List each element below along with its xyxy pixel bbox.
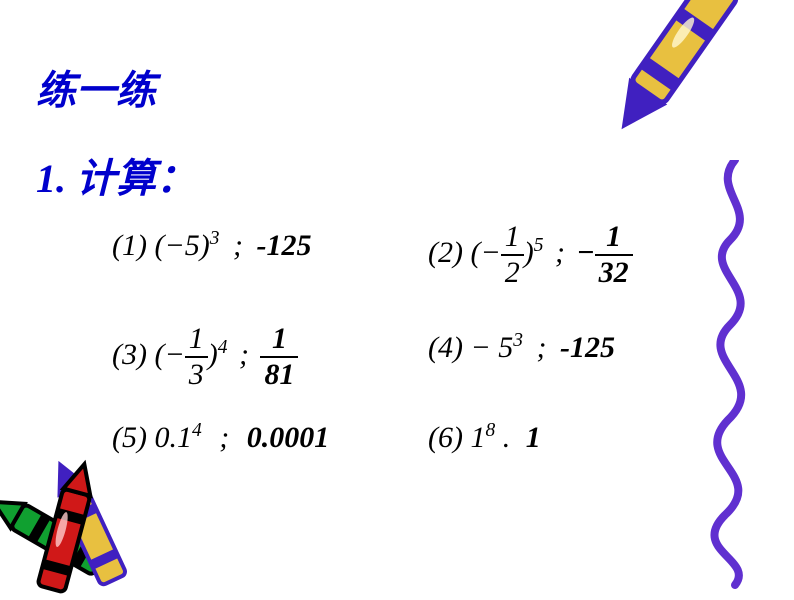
p3-label: (3) [112,338,147,371]
p6-base: 1 [470,421,485,454]
p3-ans-num: 1 [260,324,298,358]
p5-exp: 4 [192,420,202,441]
p4-base: − 5 [470,331,513,364]
p4-exp: 3 [513,330,523,351]
problem-1: (1) (−5)3 ; -125 [112,228,311,263]
p3-answer: 1 81 [260,324,298,390]
p5-answer: 0.0001 [247,421,330,454]
problem-6: (6) 18 . 1 [428,420,541,455]
p3-den: 3 [185,358,208,390]
p5-sep: ; [219,421,229,454]
p3-ans-den: 81 [260,358,298,390]
p2-answer: 1 32 [595,222,633,288]
p2-rparen: ) [524,236,534,269]
p6-answer: 1 [526,421,541,454]
p4-answer: -125 [560,331,615,364]
p3-num: 1 [185,324,208,358]
practice-title: 练一练 [36,58,156,116]
p2-label: (2) [428,236,463,269]
p3-fraction: 1 3 [185,324,208,390]
p2-lparen: (− [470,236,500,269]
p5-base: 0.1 [154,421,192,454]
p6-sep: . [503,421,511,454]
p1-exp: 3 [210,228,220,249]
p2-ans-num: 1 [595,222,633,256]
problem-5: (5) 0.14 ; 0.0001 [112,420,329,455]
problem-4: (4) − 53 ; -125 [428,330,615,365]
p2-sep: ; [555,236,565,269]
compute-title: 1. 计算： [36,146,196,204]
squiggle-icon [680,160,790,590]
p3-lparen: (− [154,338,184,371]
p4-sep: ; [536,331,546,364]
p6-exp: 8 [485,420,495,441]
crayons-bottom-left-icon [0,455,200,600]
p1-base: (−5) [154,229,209,262]
p1-sep: ; [233,229,243,262]
p3-exp: 4 [218,337,228,358]
p5-label: (5) [112,421,147,454]
p2-den: 2 [501,256,524,288]
p3-sep: ; [239,338,249,371]
p4-label: (4) [428,331,463,364]
p2-ans-den: 32 [595,256,633,288]
p2-exp: 5 [534,235,544,256]
problem-2: (2) (− 1 2 )5 ; − 1 32 [428,222,633,288]
p2-sign: − [576,236,594,269]
p2-fraction: 1 2 [501,222,524,288]
p1-answer: -125 [256,229,311,262]
p3-rparen: ) [208,338,218,371]
problem-3: (3) (− 1 3 )4 ; 1 81 [112,324,298,390]
p2-num: 1 [501,222,524,256]
p6-label: (6) [428,421,463,454]
p1-label: (1) [112,229,147,262]
